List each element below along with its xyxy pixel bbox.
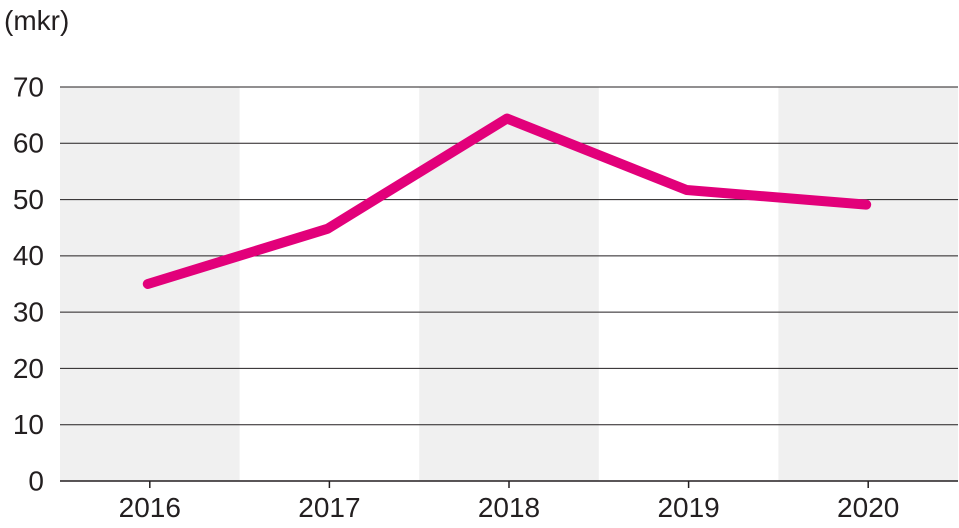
y-tick-label-30: 30 xyxy=(13,297,44,328)
x-tick-label-2020: 2020 xyxy=(837,492,899,523)
y-tick-label-0: 0 xyxy=(28,465,44,496)
x-tick-label-2017: 2017 xyxy=(298,492,360,523)
series-lines xyxy=(142,113,872,289)
y-tick-label-70: 70 xyxy=(13,71,44,102)
x-tick-label-2018: 2018 xyxy=(478,492,540,523)
y-tick-label-10: 10 xyxy=(13,409,44,440)
x-tick-label-2019: 2019 xyxy=(657,492,719,523)
y-tick-label-60: 60 xyxy=(13,128,44,159)
gridlines xyxy=(60,86,958,426)
column-bands xyxy=(60,87,958,481)
x-tick-label-2016: 2016 xyxy=(119,492,181,523)
y-tick-label-20: 20 xyxy=(13,353,44,384)
x-axis-ticks: 2016 2017 2018 2019 2020 xyxy=(119,492,900,523)
x-axis xyxy=(60,480,958,488)
column-band-2020 xyxy=(778,87,958,481)
y-axis-unit-label: (mkr) xyxy=(4,5,69,36)
y-tick-label-50: 50 xyxy=(13,184,44,215)
y-tick-label-40: 40 xyxy=(13,240,44,271)
y-axis-ticks: 0 10 20 30 40 50 60 70 xyxy=(13,71,44,496)
